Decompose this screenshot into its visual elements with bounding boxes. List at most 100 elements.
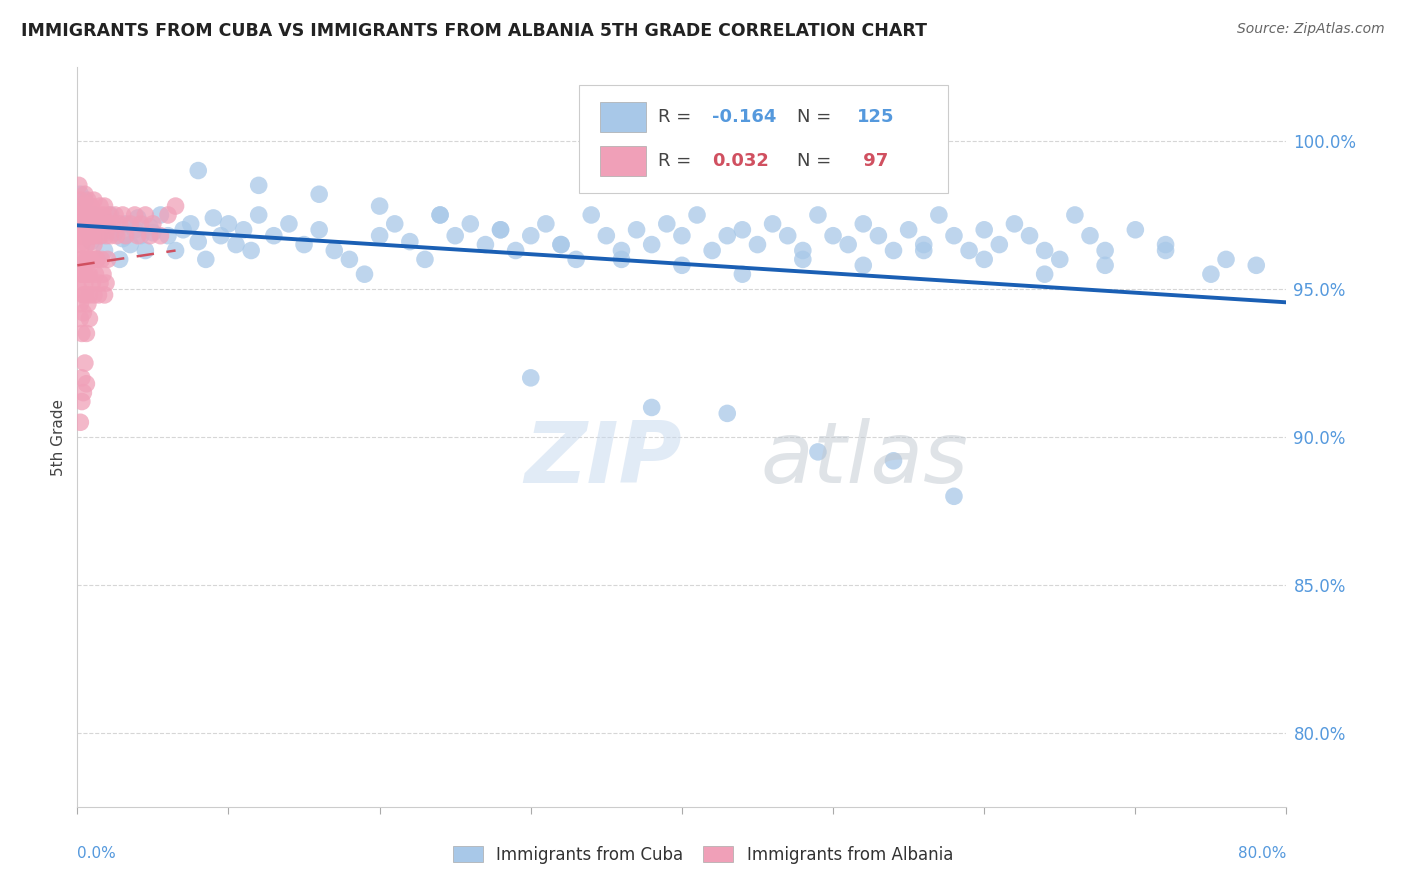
Point — [180, 217, 202, 231]
Point — [96, 217, 118, 231]
Point — [79, 228, 101, 243]
Point — [67, 178, 90, 193]
Point — [1033, 267, 1056, 281]
Point — [550, 237, 572, 252]
Point — [86, 226, 108, 240]
Point — [1078, 228, 1101, 243]
Point — [202, 211, 225, 225]
Point — [534, 217, 557, 231]
Point — [1064, 208, 1087, 222]
Text: 125: 125 — [858, 108, 894, 127]
Point — [988, 237, 1011, 252]
Point — [368, 228, 391, 243]
Point — [69, 193, 91, 207]
Point — [973, 223, 995, 237]
Point — [83, 208, 105, 222]
Point — [247, 178, 270, 193]
Point — [69, 187, 91, 202]
Point — [225, 237, 247, 252]
Point — [89, 276, 111, 290]
Point — [100, 208, 122, 222]
Point — [292, 237, 315, 252]
Point — [86, 252, 108, 267]
Point — [72, 288, 94, 302]
Point — [240, 244, 263, 258]
Point — [80, 252, 103, 267]
Point — [702, 244, 724, 258]
Point — [75, 199, 97, 213]
Point — [399, 235, 422, 249]
Point — [139, 219, 162, 234]
Point — [77, 217, 100, 231]
Point — [641, 401, 664, 415]
Point — [79, 208, 101, 222]
Point — [139, 228, 162, 243]
Point — [792, 252, 814, 267]
Point — [72, 208, 94, 222]
Point — [79, 311, 101, 326]
Point — [73, 187, 96, 202]
Point — [73, 208, 96, 222]
Point — [80, 252, 103, 267]
Point — [93, 199, 115, 213]
Point — [73, 356, 96, 370]
Point — [973, 252, 995, 267]
Point — [80, 199, 103, 213]
Text: 0.0%: 0.0% — [77, 847, 117, 861]
Point — [87, 288, 110, 302]
Point — [413, 252, 436, 267]
Point — [73, 288, 96, 302]
Point — [852, 258, 875, 272]
Point — [84, 219, 107, 234]
Point — [187, 235, 209, 249]
Point — [149, 228, 172, 243]
Point — [957, 244, 980, 258]
Point — [67, 208, 90, 222]
Point — [70, 237, 93, 252]
Point — [77, 193, 100, 207]
Point — [1033, 244, 1056, 258]
Point — [84, 208, 107, 222]
Point — [108, 252, 131, 267]
Point — [94, 228, 117, 243]
Point — [73, 228, 96, 243]
Point — [581, 208, 603, 222]
Point — [75, 376, 97, 391]
Point — [883, 454, 905, 468]
Point — [114, 228, 136, 243]
Point — [70, 326, 93, 341]
Point — [77, 297, 100, 311]
Point — [807, 208, 830, 222]
Point — [69, 217, 91, 231]
FancyBboxPatch shape — [579, 86, 948, 193]
Point — [912, 237, 935, 252]
Point — [75, 252, 97, 267]
Point — [70, 223, 93, 237]
Point — [883, 244, 905, 258]
Point — [337, 252, 360, 267]
Point — [134, 208, 156, 222]
Point — [792, 244, 814, 258]
Point — [308, 187, 330, 202]
Point — [731, 267, 754, 281]
Point — [172, 223, 194, 237]
Point — [70, 371, 93, 385]
Point — [69, 252, 91, 267]
Point — [716, 406, 738, 420]
Point — [73, 193, 96, 207]
Text: Source: ZipAtlas.com: Source: ZipAtlas.com — [1237, 22, 1385, 37]
Point — [127, 228, 149, 243]
Point — [70, 394, 93, 409]
Point — [69, 311, 91, 326]
Point — [77, 223, 100, 237]
Point — [489, 223, 512, 237]
Point — [942, 228, 965, 243]
Point — [610, 244, 633, 258]
Point — [75, 326, 97, 341]
Point — [67, 282, 90, 296]
FancyBboxPatch shape — [600, 103, 645, 132]
Point — [157, 208, 180, 222]
Point — [1094, 244, 1116, 258]
Text: N =: N = — [797, 152, 831, 169]
Point — [142, 217, 165, 231]
